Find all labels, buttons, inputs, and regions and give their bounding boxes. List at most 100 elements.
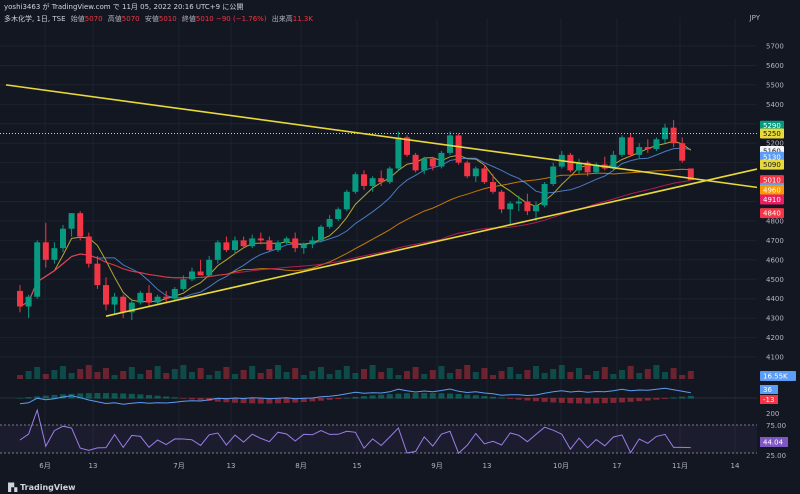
y-tick-label: 4200: [766, 334, 784, 342]
price-label-bg: [760, 120, 784, 131]
volume-bar: [421, 374, 428, 379]
volume-bar: [94, 372, 101, 379]
price-label-bg: [760, 151, 784, 162]
macd-label-bg: [760, 395, 778, 404]
macd-hist: [619, 398, 625, 403]
time-axis: 6月 13 7月 13 8月 15 9月 13 10月 17 11月 14: [39, 462, 740, 470]
volume-bar: [352, 373, 359, 379]
macd-hist: [352, 396, 359, 399]
macd-hist: [498, 397, 505, 399]
x-tick-label: 15: [353, 462, 362, 470]
price-label-bg: [760, 159, 784, 170]
macd-hist: [644, 398, 651, 401]
volume-bar: [533, 366, 539, 379]
volume-bar: [283, 372, 290, 379]
y-tick-label: 4700: [766, 237, 784, 245]
volume-label-bg: [760, 371, 796, 381]
open-value: 5070: [84, 15, 103, 23]
volume-label: 16.55K: [763, 373, 788, 381]
macd-hist: [266, 398, 273, 404]
candle-body: [687, 168, 694, 181]
high-value: 5070: [121, 15, 140, 23]
macd-hist: [670, 397, 677, 399]
macd-hist: [318, 398, 324, 401]
candle-body: [85, 236, 92, 264]
tradingview-logo[interactable]: ▐▚ TradingView: [5, 483, 76, 492]
candle-body: [421, 158, 428, 171]
volume-bar: [541, 373, 548, 379]
candle-body: [352, 174, 359, 192]
change-value: −90 (−1.76%): [215, 15, 267, 23]
macd-hist: [687, 395, 694, 399]
candle-body: [361, 174, 367, 186]
macd-hist: [180, 398, 187, 399]
macd-hist: [309, 398, 316, 402]
volume-bar: [662, 372, 668, 379]
volume-bar: [103, 368, 109, 379]
candle-body: [111, 296, 118, 305]
volume-bar: [438, 366, 445, 379]
volume-bar: [214, 371, 221, 379]
volume-bar: [128, 367, 135, 379]
symbol-name[interactable]: 多木化学, 1日, TSE: [4, 15, 66, 23]
candle-body: [386, 168, 393, 183]
macd-pane: 36 -13 200: [0, 385, 779, 418]
candle-body: [249, 238, 256, 247]
macd-hist: [300, 398, 307, 403]
volume-bar: [275, 365, 281, 379]
currency-label: JPY: [749, 14, 760, 22]
candle-body: [318, 226, 324, 241]
macd-hist: [17, 398, 23, 399]
volume-bar: [507, 367, 514, 379]
price-label-bg: [760, 194, 784, 205]
macd-hist: [146, 395, 152, 399]
candle-body: [171, 288, 178, 299]
volume-bar: [378, 372, 385, 379]
volume-bar: [206, 375, 213, 379]
volume-bar: [197, 368, 204, 379]
volume-bar: [85, 365, 92, 379]
volume-bar: [163, 373, 170, 379]
chart-grid: [0, 18, 757, 455]
macd-hist: [361, 396, 367, 399]
candle-body: [51, 248, 58, 260]
macd-hist: [34, 396, 41, 399]
price-label-bg: [760, 208, 784, 219]
macd-hist: [472, 395, 479, 399]
volume-value: 11.3K: [292, 15, 313, 23]
volume-bar: [137, 374, 144, 379]
volume-bar: [34, 367, 41, 379]
y-tick-label: 5600: [766, 62, 784, 70]
candle-body: [679, 143, 686, 161]
macd-hist: [567, 398, 574, 404]
price-labels: 5290525051605130509050104970496049104840: [760, 120, 784, 219]
volume-bar: [17, 375, 23, 379]
macd-hist: [636, 398, 643, 402]
macd-hist: [386, 394, 393, 399]
macd-value: -13: [763, 396, 774, 404]
candle-body: [326, 218, 333, 227]
volume-label: 出来高: [271, 15, 293, 23]
volume-bar: [318, 367, 324, 379]
high-label: 高値: [107, 15, 122, 23]
price-label-bg: [760, 175, 784, 186]
volume-bar: [481, 368, 488, 379]
candle-body: [128, 302, 135, 313]
candle-body: [464, 162, 471, 177]
open-label: 始値: [70, 15, 85, 23]
candle-body: [498, 191, 505, 210]
candle-body: [395, 137, 402, 169]
branding-text: TradingView: [20, 483, 76, 492]
volume-bar: [550, 369, 557, 379]
macd-hist: [232, 398, 238, 403]
volume-bar: [369, 365, 376, 379]
volume-bar: [51, 370, 58, 379]
volume-bar: [326, 374, 333, 379]
candle-body: [309, 240, 316, 245]
macd-hist: [679, 396, 686, 399]
volume-bar: [679, 375, 686, 379]
macd-hist: [257, 398, 264, 404]
candle-body: [223, 242, 230, 251]
macd-hist: [103, 393, 109, 399]
